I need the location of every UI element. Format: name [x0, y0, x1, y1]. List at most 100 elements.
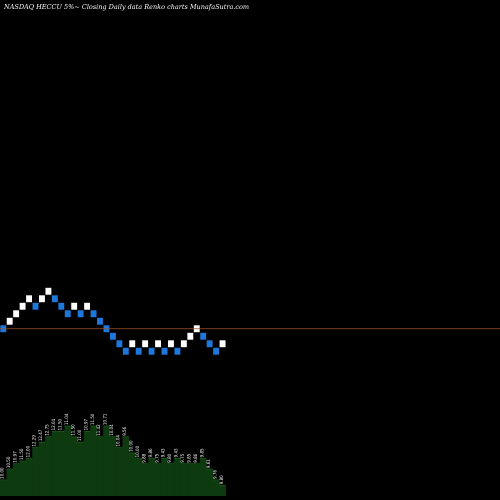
volume-value-label: 10.50 — [6, 456, 11, 468]
volume-value-label: 11.50 — [70, 424, 75, 436]
renko-brick-up — [12, 309, 20, 318]
renko-brick-up — [186, 332, 194, 341]
renko-brick-down — [96, 317, 104, 326]
volume-value-label: 10.00 — [129, 440, 134, 452]
renko-brick-up — [19, 302, 27, 311]
volume-bar — [70, 436, 78, 496]
volume-value-label: 11.04 — [64, 413, 69, 425]
volume-value-label: 9.85 — [199, 448, 204, 457]
renko-brick-down — [212, 347, 220, 356]
volume-value-label: 10.71 — [103, 413, 108, 425]
volume-bar — [167, 463, 175, 496]
renko-brick-down — [31, 302, 40, 311]
volume-bar — [141, 463, 149, 496]
volume-bar — [77, 442, 85, 496]
volume-value-label: 12.47 — [38, 429, 43, 441]
renko-brick-up — [25, 294, 33, 303]
renko-brick-down — [115, 339, 123, 348]
renko-brick-down — [148, 347, 156, 356]
volume-bar — [38, 442, 46, 496]
volume-bar — [135, 458, 143, 496]
volume-value-label: 9.80 — [219, 475, 224, 484]
renko-brick-down — [57, 302, 65, 311]
renko-brick-up — [219, 339, 227, 348]
volume-value-label: 11.50 — [58, 418, 63, 430]
volume-bar — [129, 452, 136, 496]
volume-bar — [90, 426, 97, 496]
volume-bar — [180, 463, 188, 496]
renko-brick-down — [135, 347, 143, 356]
volume-bar — [58, 431, 65, 496]
volume-bar — [116, 447, 123, 496]
volume-value-label: 12.75 — [45, 424, 50, 436]
volume-value-label: 9.43 — [161, 448, 166, 457]
volume-bar — [187, 463, 194, 496]
renko-brick-up — [70, 302, 78, 311]
volume-value-label: 10.00 — [135, 445, 140, 457]
volume-value-label: 9.86 — [148, 448, 153, 457]
volume-value-label: 10.04 — [116, 435, 121, 447]
volume-bar — [161, 458, 168, 496]
renko-brick-up — [180, 339, 188, 348]
renko-brick-down — [122, 347, 130, 356]
volume-value-label: 11.50 — [19, 448, 24, 460]
volume-value-label: 10.04 — [109, 424, 114, 436]
renko-brick-down — [206, 339, 214, 348]
volume-bar — [154, 463, 162, 496]
volume-value-label: 9.76 — [212, 469, 217, 478]
volume-bar — [6, 469, 14, 496]
renko-brick-down — [199, 332, 207, 341]
volume-bar — [12, 463, 20, 496]
volume-value-label: 9.85 — [187, 453, 192, 462]
renko-brick-up — [6, 317, 14, 326]
chart-title: NASDAQ HECCU 5%~ Closing Daily data Renk… — [3, 3, 249, 11]
volume-value-label: 12.04 — [51, 418, 56, 430]
volume-bar — [174, 458, 181, 496]
renko-brick-up — [83, 302, 91, 311]
volume-value-label: 9.43 — [174, 448, 179, 457]
volume-bar — [19, 461, 26, 496]
volume-bar — [83, 431, 91, 496]
volume-value-label: 10.97 — [83, 418, 88, 430]
volume-value-label: 11.00 — [77, 429, 82, 441]
volume-bar — [109, 436, 117, 496]
volume-value-label: 9.86 — [193, 453, 198, 462]
renko-brick-down — [109, 332, 117, 341]
renko-brick-up — [38, 294, 46, 303]
volume-bar — [206, 469, 214, 496]
volume-value-label: 12.29 — [32, 435, 37, 447]
volume-value-label: 12.00 — [25, 445, 30, 457]
volume-bar — [96, 436, 104, 496]
volume-value-label: 10.00 — [0, 467, 5, 479]
volume-bar — [0, 479, 7, 496]
volume-value-label: 9.75 — [154, 453, 159, 462]
renko-brick-up — [154, 339, 162, 348]
volume-bar — [193, 463, 201, 496]
renko-brick-up — [128, 339, 136, 348]
volume-value-label: 11.42 — [96, 424, 101, 436]
volume-bar — [45, 436, 52, 496]
renko-brick-down — [90, 309, 98, 318]
bricks-layer — [0, 287, 227, 356]
volume-bar — [199, 458, 207, 496]
renko-brick-up — [141, 339, 149, 348]
renko-brick-down — [51, 294, 59, 303]
volume-bar — [64, 426, 72, 496]
volume-bar — [51, 431, 59, 496]
volume-value-label: 9.56 — [122, 426, 127, 435]
volume-bar — [148, 458, 155, 496]
renko-brick-down — [77, 309, 85, 318]
volume-value-label: 10.97 — [12, 451, 17, 463]
volume-value-label: 9.80 — [167, 453, 172, 462]
volume-bar — [103, 426, 110, 496]
volume-bar — [122, 436, 130, 496]
renko-brick-down — [173, 347, 181, 356]
volume-bar — [212, 479, 220, 496]
renko-brick-down — [64, 309, 72, 318]
volume-value-label: 9.75 — [180, 453, 185, 462]
renko-brick-up — [44, 287, 52, 296]
volume-value-label: 9.61 — [206, 459, 211, 468]
